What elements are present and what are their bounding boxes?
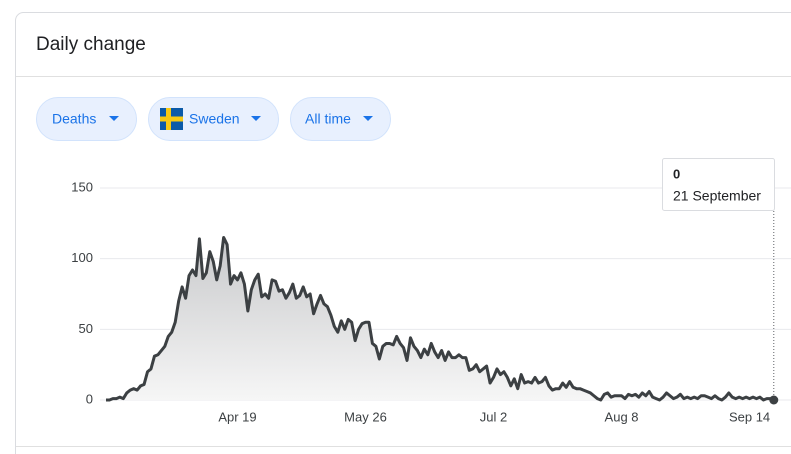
line [106, 235, 775, 402]
x-tick-label: May 26 [344, 409, 387, 424]
x-tick-label: Aug 8 [605, 409, 639, 424]
period-chip[interactable]: All time [290, 97, 391, 141]
x-tick-label: Sep 14 [729, 409, 770, 424]
y-tick-label: 100 [71, 250, 93, 265]
tooltip: 0 21 September [662, 158, 775, 211]
chip-label: Sweden [189, 111, 240, 127]
chip-label: All time [305, 111, 351, 127]
hover-dot [769, 395, 779, 405]
chip-label: Deaths [52, 111, 96, 127]
metric-chip[interactable]: Deaths [36, 97, 137, 141]
y-tick-label: 150 [71, 179, 93, 194]
dropdown-arrow [363, 116, 373, 121]
tooltip-date: 21 September [673, 188, 761, 204]
area [106, 237, 774, 400]
plot: 0 50 100 150 Apr 19 May 26 Jul 2 Aug 8 Sep 14 [71, 179, 791, 424]
tooltip-box [662, 158, 775, 211]
y-tick-label: 0 [86, 391, 93, 406]
x-tick-label: Apr 19 [218, 409, 256, 424]
x-tick-label: Jul 2 [480, 409, 507, 424]
card-title: Daily change [36, 34, 146, 55]
dropdown-arrow [109, 116, 119, 121]
y-tick-label: 50 [79, 321, 93, 336]
flag-icon [160, 108, 183, 130]
dropdown-arrow [251, 116, 261, 121]
tooltip-value: 0 [673, 166, 680, 181]
country-chip[interactable]: Sweden [148, 97, 279, 141]
